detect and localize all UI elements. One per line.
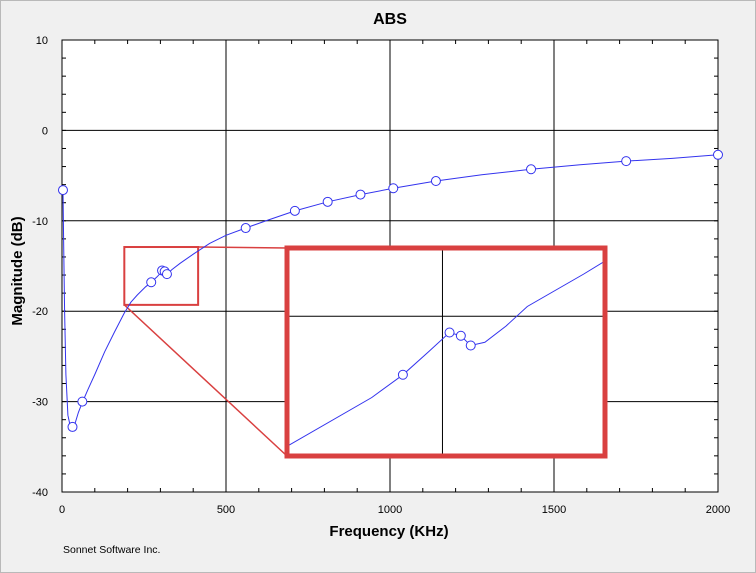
y-tick-label: -30 <box>32 397 48 409</box>
data-point <box>77 396 88 407</box>
data-point <box>713 149 723 160</box>
data-point <box>57 185 68 196</box>
data-point <box>526 164 537 175</box>
x-tick-label: 1000 <box>378 504 402 516</box>
zoom-callout <box>123 246 288 457</box>
data-point <box>161 269 172 280</box>
x-tick-label: 500 <box>217 504 235 516</box>
x-axis-title: Frequency (KHz) <box>329 523 448 540</box>
inset-series-line <box>287 260 605 447</box>
x-tick-label: 1500 <box>542 504 566 516</box>
data-point <box>289 205 300 216</box>
data-point <box>621 156 632 167</box>
inset-background <box>287 248 605 456</box>
data-point <box>240 223 251 234</box>
zoom-inset <box>284 245 608 459</box>
inset-data-point <box>444 327 455 338</box>
inset-border <box>284 245 608 459</box>
y-tick-label: -20 <box>32 306 48 318</box>
x-tick-label: 0 <box>59 504 65 516</box>
data-point <box>388 183 399 194</box>
chart-title: ABS <box>373 11 407 28</box>
y-tick-label: -40 <box>32 487 48 499</box>
axis-ticks <box>61 39 719 493</box>
inset-data-point <box>465 340 476 351</box>
data-point <box>355 189 366 200</box>
data-point <box>146 277 157 288</box>
series-layer <box>57 149 723 432</box>
x-tick-label: 2000 <box>706 504 730 516</box>
data-point <box>322 196 333 207</box>
inset-data-point <box>397 369 408 380</box>
zoom-connector <box>123 304 288 457</box>
credit-label: Sonnet Software Inc. <box>63 544 161 556</box>
y-axis-title: Magnitude (dB) <box>9 216 26 325</box>
data-point <box>67 421 78 432</box>
data-point <box>430 176 441 187</box>
zoom-connector <box>198 246 288 249</box>
y-tick-label: 0 <box>42 125 48 137</box>
inset-data-point <box>455 330 466 341</box>
y-tick-label: 10 <box>36 35 48 47</box>
zoom-source-box <box>123 246 200 306</box>
y-tick-label: -10 <box>32 216 48 228</box>
